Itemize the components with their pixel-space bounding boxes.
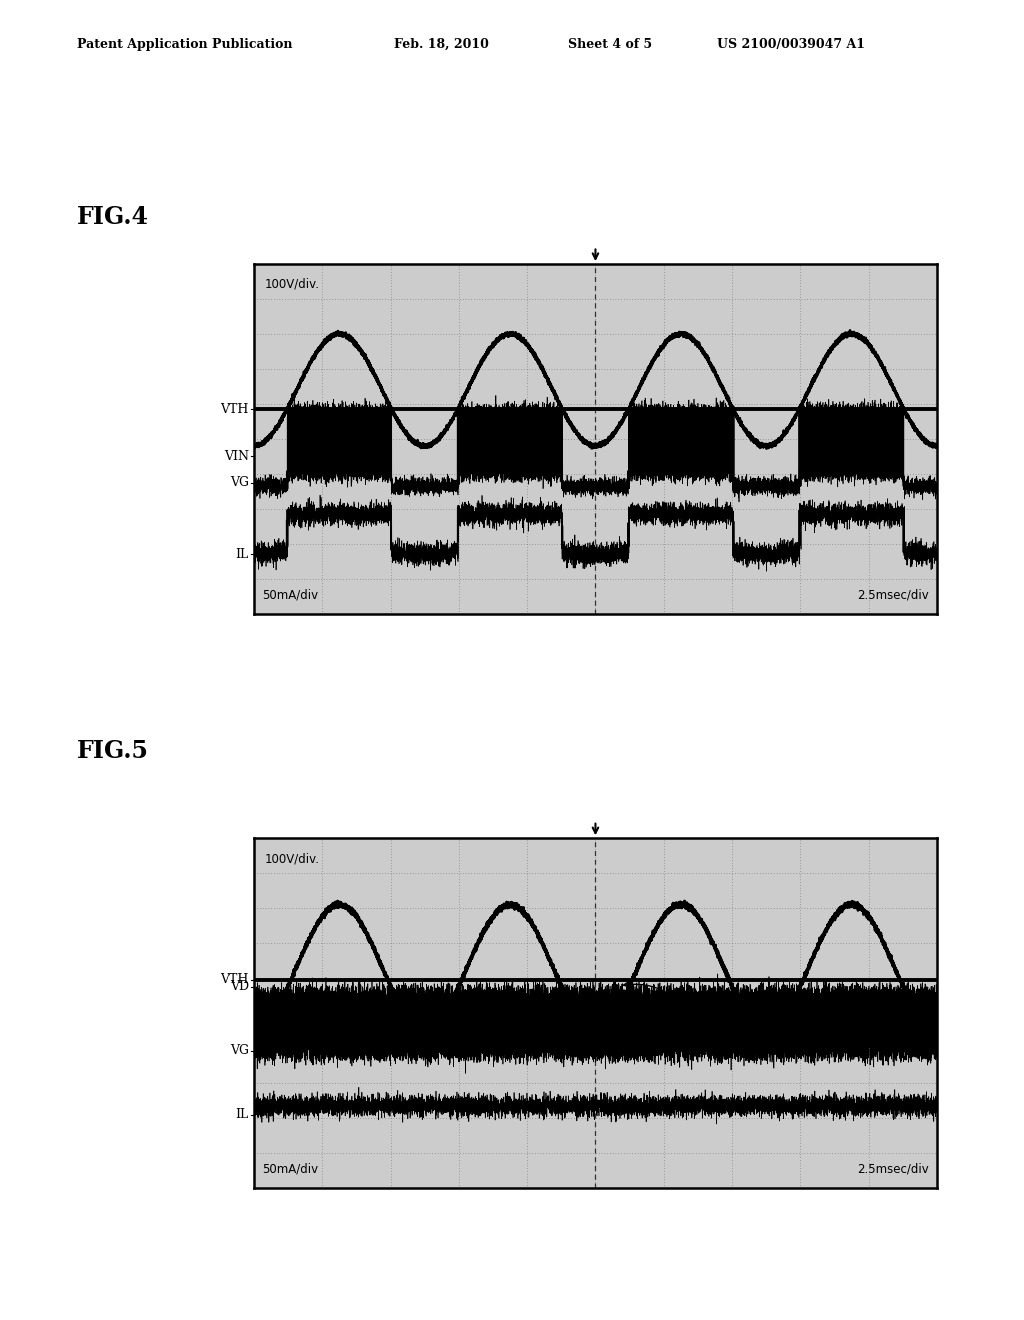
Text: VG: VG [229, 477, 249, 490]
Text: VTH: VTH [220, 973, 249, 986]
Text: 50mA/div: 50mA/div [262, 1163, 318, 1176]
Text: 2.5msec/div: 2.5msec/div [857, 1163, 929, 1176]
Text: Feb. 18, 2010: Feb. 18, 2010 [394, 38, 489, 51]
Text: 2.5msec/div: 2.5msec/div [857, 589, 929, 602]
Text: Patent Application Publication: Patent Application Publication [77, 38, 292, 51]
Text: VIN: VIN [224, 450, 249, 463]
Text: VD: VD [229, 981, 249, 994]
Text: 100V/div.: 100V/div. [264, 279, 319, 290]
Text: US 2100/0039047 A1: US 2100/0039047 A1 [717, 38, 865, 51]
Text: VG: VG [229, 1044, 249, 1057]
Text: IL: IL [236, 548, 249, 561]
Text: A: A [624, 982, 694, 1019]
Text: IL: IL [236, 1107, 249, 1121]
Text: 50mA/div: 50mA/div [262, 589, 318, 602]
Text: FIG.4: FIG.4 [77, 205, 148, 228]
Text: Sheet 4 of 5: Sheet 4 of 5 [568, 38, 652, 51]
Text: 100V/div.: 100V/div. [264, 853, 319, 865]
Text: VTH: VTH [220, 403, 249, 416]
Text: FIG.5: FIG.5 [77, 739, 148, 763]
